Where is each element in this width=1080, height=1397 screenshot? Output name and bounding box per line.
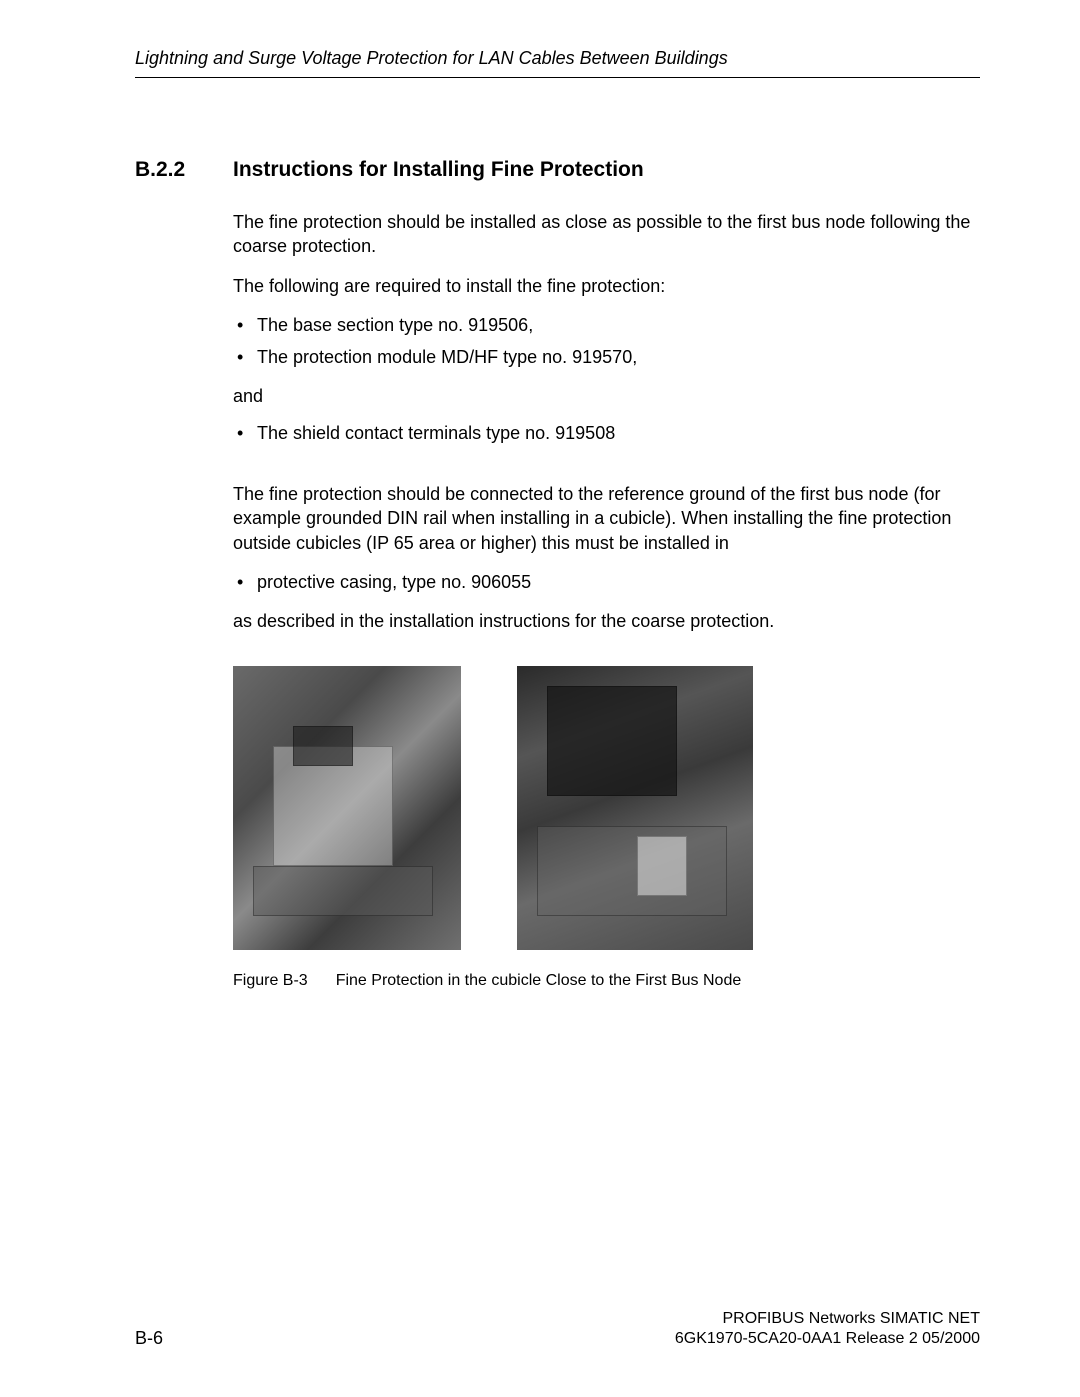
paragraph: The fine protection should be connected …	[233, 482, 980, 555]
paragraph: The following are required to install th…	[233, 274, 980, 298]
figure-row	[233, 666, 980, 950]
section-title: Instructions for Installing Fine Protect…	[233, 158, 644, 182]
page-number: B-6	[135, 1328, 163, 1349]
footer-line: 6GK1970-5CA20-0AA1 Release 2 05/2000	[675, 1329, 980, 1349]
figure-image-left	[233, 666, 461, 950]
bullet-list: The base section type no. 919506, The pr…	[233, 313, 980, 370]
running-header: Lightning and Surge Voltage Protection f…	[135, 48, 980, 78]
list-item: The shield contact terminals type no. 91…	[233, 421, 980, 445]
paragraph: as described in the installation instruc…	[233, 609, 980, 633]
list-item: protective casing, type no. 906055	[233, 570, 980, 594]
figure-caption-text: Fine Protection in the cubicle Close to …	[336, 970, 742, 992]
paragraph: The fine protection should be installed …	[233, 210, 980, 259]
footer-line: PROFIBUS Networks SIMATIC NET	[675, 1309, 980, 1329]
bullet-list: The shield contact terminals type no. 91…	[233, 421, 980, 445]
figure-image-right	[517, 666, 753, 950]
list-item: The protection module MD/HF type no. 919…	[233, 345, 980, 369]
section-number: B.2.2	[135, 158, 197, 182]
page-footer: B-6 PROFIBUS Networks SIMATIC NET 6GK197…	[135, 1309, 980, 1349]
figure-caption: Figure B-3 Fine Protection in the cubicl…	[233, 970, 980, 992]
list-item: The base section type no. 919506,	[233, 313, 980, 337]
figure-label: Figure B-3	[233, 970, 308, 992]
paragraph: and	[233, 384, 980, 408]
bullet-list: protective casing, type no. 906055	[233, 570, 980, 594]
